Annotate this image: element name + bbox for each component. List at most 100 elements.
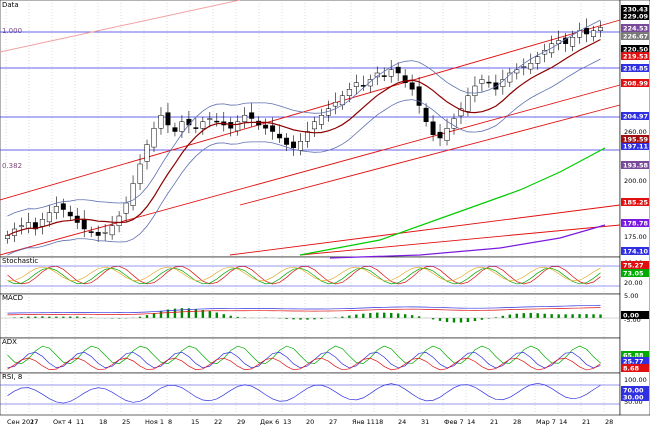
candle-body — [522, 67, 526, 68]
macd-histogram-bar — [153, 313, 155, 318]
candle-body — [145, 145, 149, 162]
x-tick-label: 22 — [214, 418, 222, 426]
x-tick-label: 28 — [605, 418, 613, 426]
stoch-axis-label: 20.00 — [624, 279, 643, 287]
macd-histogram-bar — [446, 318, 448, 322]
macd-histogram-bar — [223, 314, 225, 318]
x-tick-label: 27 — [30, 418, 38, 426]
price-badge-text: 174.10 — [623, 248, 649, 256]
macd-histogram-bar — [404, 314, 406, 318]
candle-body — [26, 223, 30, 229]
candle-body — [480, 80, 484, 84]
x-tick-label: Янв 11 — [352, 418, 375, 426]
macd-histogram-bar — [146, 315, 148, 318]
stoch-pane-title: Stochastic — [2, 257, 38, 265]
macd-histogram-bar — [502, 316, 504, 318]
macd-axis-label: 5.00 — [624, 292, 638, 300]
candle-body — [40, 219, 44, 226]
candle-body — [598, 28, 602, 31]
candle-body — [5, 236, 9, 239]
candle-body — [173, 128, 177, 132]
macd-histogram-bar — [530, 313, 532, 318]
macd-histogram-bar — [216, 313, 218, 318]
x-tick-label: 14 — [559, 418, 567, 426]
macd-histogram-bar — [55, 317, 57, 318]
candle-body — [235, 122, 239, 131]
price-badge-text: 226.67 — [623, 33, 648, 41]
x-tick-label: 18 — [375, 418, 383, 426]
candle-body — [591, 31, 595, 37]
candle-body — [249, 113, 253, 119]
macd-pane[interactable] — [0, 294, 620, 338]
candle-body — [347, 89, 351, 96]
rsi-pane[interactable] — [0, 373, 620, 415]
candle-body — [180, 122, 184, 132]
candle-body — [305, 132, 309, 142]
macd-histogram-bar — [313, 318, 315, 319]
macd-histogram-bar — [397, 313, 399, 318]
macd-histogram-bar — [599, 314, 601, 318]
macd-histogram-bar — [390, 313, 392, 318]
x-tick-label: 14 — [467, 418, 475, 426]
stoch-pane[interactable] — [0, 257, 620, 294]
candle-body — [263, 125, 267, 128]
macd-histogram-bar — [209, 311, 211, 318]
macd-histogram-bar — [376, 313, 378, 318]
price-badge-text: 219.53 — [623, 53, 648, 61]
candle-body — [431, 122, 435, 135]
candle-body — [47, 213, 51, 222]
adx-pane[interactable] — [0, 338, 620, 373]
macd-histogram-bar — [481, 318, 483, 320]
price-pane[interactable] — [0, 0, 620, 257]
x-tick-label: 15 — [191, 418, 199, 426]
macd-pane-title: MACD — [2, 294, 23, 302]
x-tick-label: 18 — [99, 418, 107, 426]
candle-body — [570, 37, 574, 46]
macd-histogram-bar — [571, 314, 573, 318]
macd-histogram-bar — [432, 318, 434, 319]
macd-histogram-bar — [467, 318, 469, 322]
candle-body — [96, 232, 100, 235]
x-tick-label: 24 — [398, 418, 406, 426]
candle-body — [152, 128, 156, 147]
candle-body — [215, 121, 219, 122]
candle-body — [110, 226, 114, 235]
candle-body — [312, 122, 316, 129]
x-tick-label: 28 — [513, 418, 521, 426]
candle-body — [466, 96, 470, 112]
x-tick-label: 11 — [76, 418, 84, 426]
price-badge-text: 229.09 — [623, 13, 649, 21]
price-axis-label: 175.00 — [624, 233, 647, 241]
macd-histogram-bar — [299, 318, 301, 320]
price-badge-text: 195.59 — [623, 136, 649, 144]
x-tick-label: 25 — [122, 418, 130, 426]
candle-body — [584, 28, 588, 34]
candle-body — [166, 113, 170, 125]
macd-histogram-bar — [418, 316, 420, 318]
x-tick-label: Фев 7 — [444, 418, 464, 426]
macd-histogram-bar — [306, 318, 308, 320]
candle-body — [229, 122, 233, 128]
price-badge-text: 216.85 — [623, 65, 649, 73]
macd-histogram-bar — [292, 318, 294, 319]
x-tick-label: Дек 6 — [260, 418, 279, 426]
x-tick-label: 20 — [306, 418, 314, 426]
candle-body — [284, 138, 288, 145]
price-axis-label: 200.00 — [624, 177, 647, 185]
candle-body — [354, 83, 358, 87]
adx-pane-title: ADX — [2, 338, 17, 346]
candle-body — [277, 134, 281, 138]
macd-histogram-bar — [355, 315, 357, 318]
candle-body — [382, 76, 386, 77]
stoch-badge-text: 73.05 — [623, 270, 644, 278]
candle-body — [473, 86, 477, 96]
macd-histogram-bar — [341, 317, 343, 318]
adx-badge-text: 8.68 — [623, 365, 640, 373]
candle-body — [333, 102, 337, 106]
candle-body — [131, 184, 135, 206]
candle-body — [556, 41, 560, 44]
candle-body — [291, 142, 295, 148]
x-tick-label: Мар 7 — [536, 418, 556, 426]
price-badge-text: 193.58 — [623, 162, 649, 170]
